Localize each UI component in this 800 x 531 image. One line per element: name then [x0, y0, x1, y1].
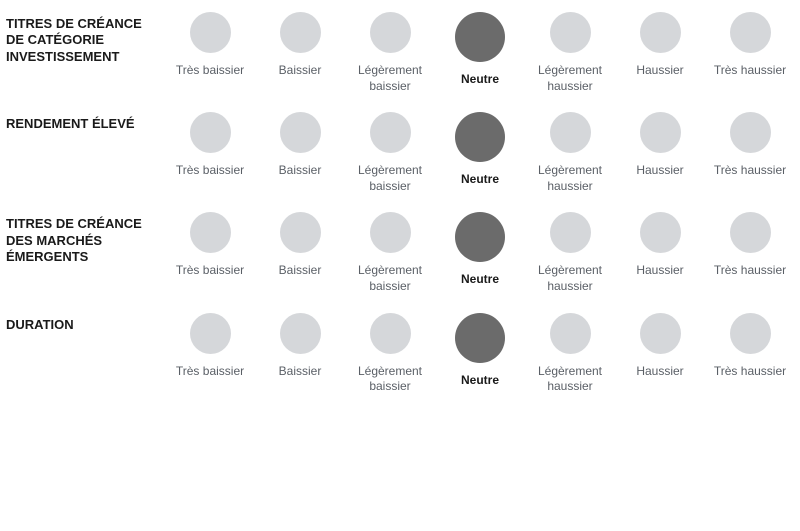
scale-label: Très baissier — [176, 163, 244, 179]
dot — [730, 313, 771, 354]
row-label: RENDEMENT ÉLEVÉ — [6, 108, 164, 132]
scale-cell: Haussier — [616, 208, 704, 287]
scale-label: Haussier — [636, 263, 683, 279]
dot — [730, 112, 771, 153]
scale-cell: Baissier — [256, 208, 344, 287]
scale-cell: Haussier — [616, 309, 704, 388]
dot-selected — [455, 12, 505, 62]
scale-label: Baissier — [279, 263, 322, 279]
scale-label: Haussier — [636, 364, 683, 380]
scale-label: Haussier — [636, 63, 683, 79]
matrix-row: DURATION Très baissier Baissier Légèrement … — [6, 309, 794, 403]
dot — [550, 12, 591, 53]
scale-cell: Neutre — [436, 8, 524, 96]
scale-label: Haussier — [636, 163, 683, 179]
dot — [640, 313, 681, 354]
scale-cell: Légèrement haussier — [526, 108, 614, 202]
scale-label: Très haussier — [714, 163, 786, 179]
dot — [550, 212, 591, 253]
scale-cell: Légèrement baissier — [346, 208, 434, 302]
dot — [280, 313, 321, 354]
scale-label: Neutre — [461, 272, 499, 288]
scale-label: Légèrement baissier — [350, 263, 430, 294]
scale-label: Légèrement haussier — [530, 163, 610, 194]
matrix-row: TITRES DE CRÉANCE DE CATÉGORIE INVESTISS… — [6, 8, 794, 102]
scale-cell: Baissier — [256, 108, 344, 187]
dot — [370, 313, 411, 354]
scale-cell: Baissier — [256, 309, 344, 388]
scale-cell: Légèrement haussier — [526, 309, 614, 403]
scale-label: Très baissier — [176, 263, 244, 279]
scale-label: Légèrement haussier — [530, 63, 610, 94]
scale-cell: Légèrement baissier — [346, 309, 434, 403]
scale-cell: Haussier — [616, 108, 704, 187]
scale-label: Très haussier — [714, 364, 786, 380]
scale-cell: Légèrement haussier — [526, 208, 614, 302]
dot — [280, 12, 321, 53]
dot — [730, 212, 771, 253]
scale-label: Très baissier — [176, 63, 244, 79]
scale-cell: Très haussier — [706, 108, 794, 187]
dot — [550, 112, 591, 153]
scale-label: Baissier — [279, 63, 322, 79]
scale-label: Légèrement haussier — [530, 364, 610, 395]
scale-cell: Très haussier — [706, 208, 794, 287]
scale-label: Baissier — [279, 364, 322, 380]
dot — [640, 112, 681, 153]
dot — [190, 12, 231, 53]
row-label: DURATION — [6, 309, 164, 333]
scale-label: Légèrement haussier — [530, 263, 610, 294]
dot — [190, 112, 231, 153]
sentiment-matrix: TITRES DE CRÉANCE DE CATÉGORIE INVESTISS… — [6, 8, 794, 403]
dot-selected — [455, 112, 505, 162]
scale-label: Neutre — [461, 72, 499, 88]
scale-label: Baissier — [279, 163, 322, 179]
scale-label: Légèrement baissier — [350, 63, 430, 94]
scale-cell: Neutre — [436, 108, 524, 196]
scale-label: Très haussier — [714, 263, 786, 279]
dot — [550, 313, 591, 354]
scale-label: Très haussier — [714, 63, 786, 79]
scale-cell: Neutre — [436, 208, 524, 296]
dot — [640, 12, 681, 53]
scale-cell: Très baissier — [166, 108, 254, 187]
scale-cell: Très haussier — [706, 309, 794, 388]
scale-cell: Très baissier — [166, 309, 254, 388]
scale-label: Neutre — [461, 373, 499, 389]
dot-selected — [455, 212, 505, 262]
scale-label: Légèrement baissier — [350, 364, 430, 395]
dot — [280, 112, 321, 153]
scale-label: Neutre — [461, 172, 499, 188]
dot — [640, 212, 681, 253]
scale-cell: Légèrement baissier — [346, 108, 434, 202]
scale-cell: Très baissier — [166, 8, 254, 87]
matrix-row: RENDEMENT ÉLEVÉ Très baissier Baissier Légè… — [6, 108, 794, 202]
scale-cell: Légèrement haussier — [526, 8, 614, 102]
scale-cell: Haussier — [616, 8, 704, 87]
scale-cell: Baissier — [256, 8, 344, 87]
row-label: TITRES DE CRÉANCE DE CATÉGORIE INVESTISS… — [6, 8, 164, 65]
dot-selected — [455, 313, 505, 363]
scale-cell: Très haussier — [706, 8, 794, 87]
scale-cell: Légèrement baissier — [346, 8, 434, 102]
dot — [370, 212, 411, 253]
row-label: TITRES DE CRÉANCE DES MARCHÉS ÉMERGENTS — [6, 208, 164, 265]
dot — [280, 212, 321, 253]
scale-cell: Très baissier — [166, 208, 254, 287]
matrix-row: TITRES DE CRÉANCE DES MARCHÉS ÉMERGENTS T… — [6, 208, 794, 302]
dot — [190, 313, 231, 354]
dot — [370, 12, 411, 53]
dot — [730, 12, 771, 53]
dot — [190, 212, 231, 253]
scale-label: Très baissier — [176, 364, 244, 380]
scale-label: Légèrement baissier — [350, 163, 430, 194]
scale-cell: Neutre — [436, 309, 524, 397]
dot — [370, 112, 411, 153]
